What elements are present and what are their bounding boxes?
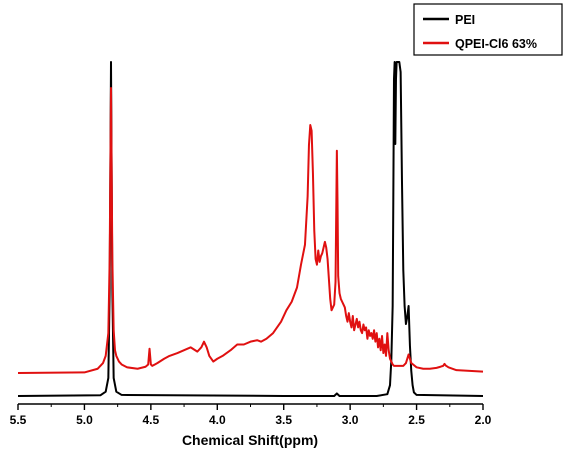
series-line-qpei-cl6-63 — [17, 87, 484, 374]
x-axis-tick-labels: 5.5 5.0 4.5 4.0 3.5 3.0 2.5 2.0 — [10, 413, 492, 427]
x-axis-title: Chemical Shift(ppm) — [182, 432, 318, 448]
series-group — [17, 61, 484, 397]
x-tick-label: 2.0 — [475, 413, 492, 427]
legend-label-qpei: QPEI-Cl6 63% — [455, 37, 537, 51]
plot-area: 5.5 5.0 4.5 4.0 3.5 3.0 2.5 2.0 Chemical Shift(… — [10, 61, 492, 448]
legend-box — [413, 3, 563, 56]
x-tick-label: 5.0 — [76, 413, 93, 427]
x-tick-label: 2.5 — [408, 413, 425, 427]
legend-label-pei: PEI — [455, 13, 475, 27]
x-tick-label: 3.0 — [342, 413, 359, 427]
x-tick-label: 3.5 — [275, 413, 292, 427]
x-tick-label: 4.5 — [143, 413, 160, 427]
x-axis-ticks — [17, 404, 484, 410]
series-line-pei — [17, 61, 484, 397]
x-tick-label: 5.5 — [10, 413, 27, 427]
x-tick-label: 4.0 — [209, 413, 226, 427]
legend: PEI QPEI-Cl6 63% — [413, 3, 563, 56]
